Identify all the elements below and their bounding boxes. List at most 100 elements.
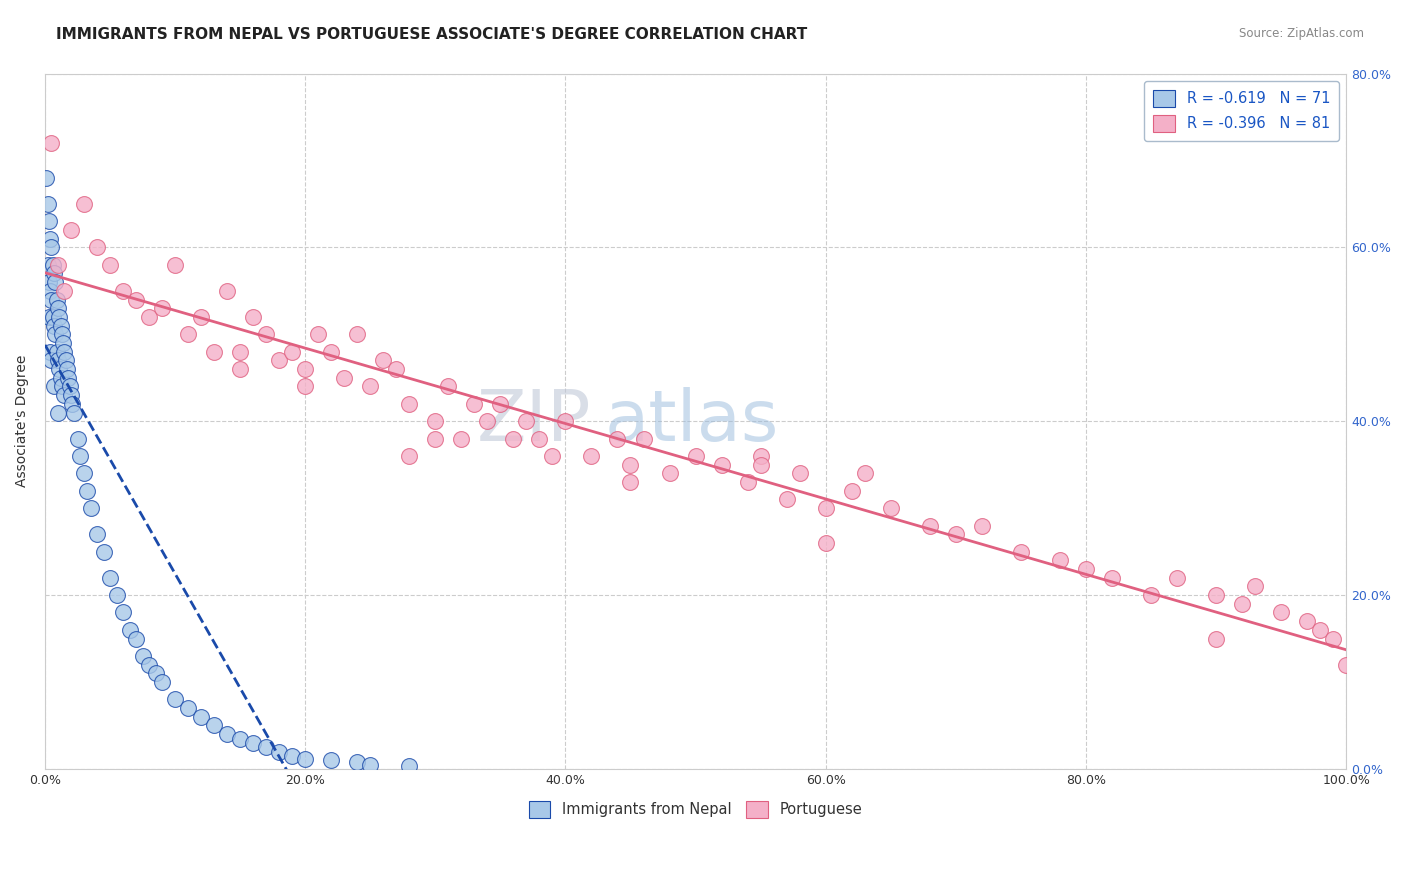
Point [619, 458, 641, 472]
Point [1322, 632, 1344, 646]
Point [269, 745, 291, 759]
Point [112, 284, 135, 298]
Y-axis label: Associate's Degree: Associate's Degree [15, 355, 30, 487]
Point [37, 258, 59, 272]
Point [165, 258, 187, 272]
Point [44, 327, 66, 342]
Point [1270, 606, 1292, 620]
Text: atlas: atlas [605, 387, 779, 456]
Point [737, 475, 759, 489]
Point [281, 344, 304, 359]
Point [321, 344, 343, 359]
Point [710, 458, 733, 472]
Point [685, 449, 707, 463]
Point [269, 353, 291, 368]
Point [62, 405, 84, 419]
Point [1074, 562, 1097, 576]
Point [98, 258, 121, 272]
Point [385, 362, 408, 376]
Point [359, 379, 381, 393]
Point [86, 240, 108, 254]
Point [359, 757, 381, 772]
Point [229, 362, 252, 376]
Point [59, 388, 82, 402]
Point [1049, 553, 1071, 567]
Point [294, 751, 316, 765]
Point [150, 675, 173, 690]
Point [489, 397, 512, 411]
Point [841, 483, 863, 498]
Point [346, 327, 368, 342]
Point [165, 692, 187, 706]
Point [138, 657, 160, 672]
Point [42, 258, 65, 272]
Point [554, 414, 576, 428]
Point [333, 371, 356, 385]
Point [606, 432, 628, 446]
Point [53, 388, 76, 402]
Point [46, 405, 69, 419]
Point [541, 449, 564, 463]
Point [814, 501, 837, 516]
Point [425, 414, 447, 428]
Point [86, 527, 108, 541]
Point [190, 710, 212, 724]
Text: IMMIGRANTS FROM NEPAL VS PORTUGUESE ASSOCIATE'S DEGREE CORRELATION CHART: IMMIGRANTS FROM NEPAL VS PORTUGUESE ASSO… [56, 27, 807, 42]
Point [48, 310, 70, 324]
Point [125, 293, 148, 307]
Point [49, 371, 72, 385]
Point [69, 449, 91, 463]
Point [93, 544, 115, 558]
Point [98, 571, 121, 585]
Point [1205, 588, 1227, 602]
Point [39, 344, 62, 359]
Point [346, 755, 368, 769]
Point [398, 397, 420, 411]
Point [450, 432, 472, 446]
Point [42, 310, 65, 324]
Point [138, 310, 160, 324]
Point [529, 432, 551, 446]
Point [45, 344, 67, 359]
Point [398, 449, 420, 463]
Point [105, 588, 128, 602]
Point [79, 501, 101, 516]
Point [45, 293, 67, 307]
Point [150, 301, 173, 316]
Point [112, 606, 135, 620]
Point [1140, 588, 1163, 602]
Point [59, 379, 82, 393]
Point [41, 136, 63, 150]
Point [145, 666, 167, 681]
Point [76, 483, 98, 498]
Point [59, 223, 82, 237]
Point [398, 759, 420, 773]
Legend: Immigrants from Nepal, Portuguese: Immigrants from Nepal, Portuguese [523, 795, 869, 824]
Text: Source: ZipAtlas.com: Source: ZipAtlas.com [1239, 27, 1364, 40]
Point [177, 701, 200, 715]
Point [254, 740, 277, 755]
Point [53, 344, 76, 359]
Point [38, 310, 60, 324]
Point [229, 344, 252, 359]
Point [51, 327, 73, 342]
Point [35, 170, 58, 185]
Point [1166, 571, 1188, 585]
Point [242, 736, 264, 750]
Point [39, 232, 62, 246]
Point [515, 414, 537, 428]
Point [307, 327, 329, 342]
Point [177, 327, 200, 342]
Point [1296, 614, 1319, 628]
Point [918, 518, 941, 533]
Point [373, 353, 395, 368]
Point [853, 467, 876, 481]
Point [42, 318, 65, 333]
Point [294, 379, 316, 393]
Point [1309, 623, 1331, 637]
Point [880, 501, 903, 516]
Point [66, 432, 89, 446]
Point [242, 310, 264, 324]
Point [41, 353, 63, 368]
Point [749, 449, 772, 463]
